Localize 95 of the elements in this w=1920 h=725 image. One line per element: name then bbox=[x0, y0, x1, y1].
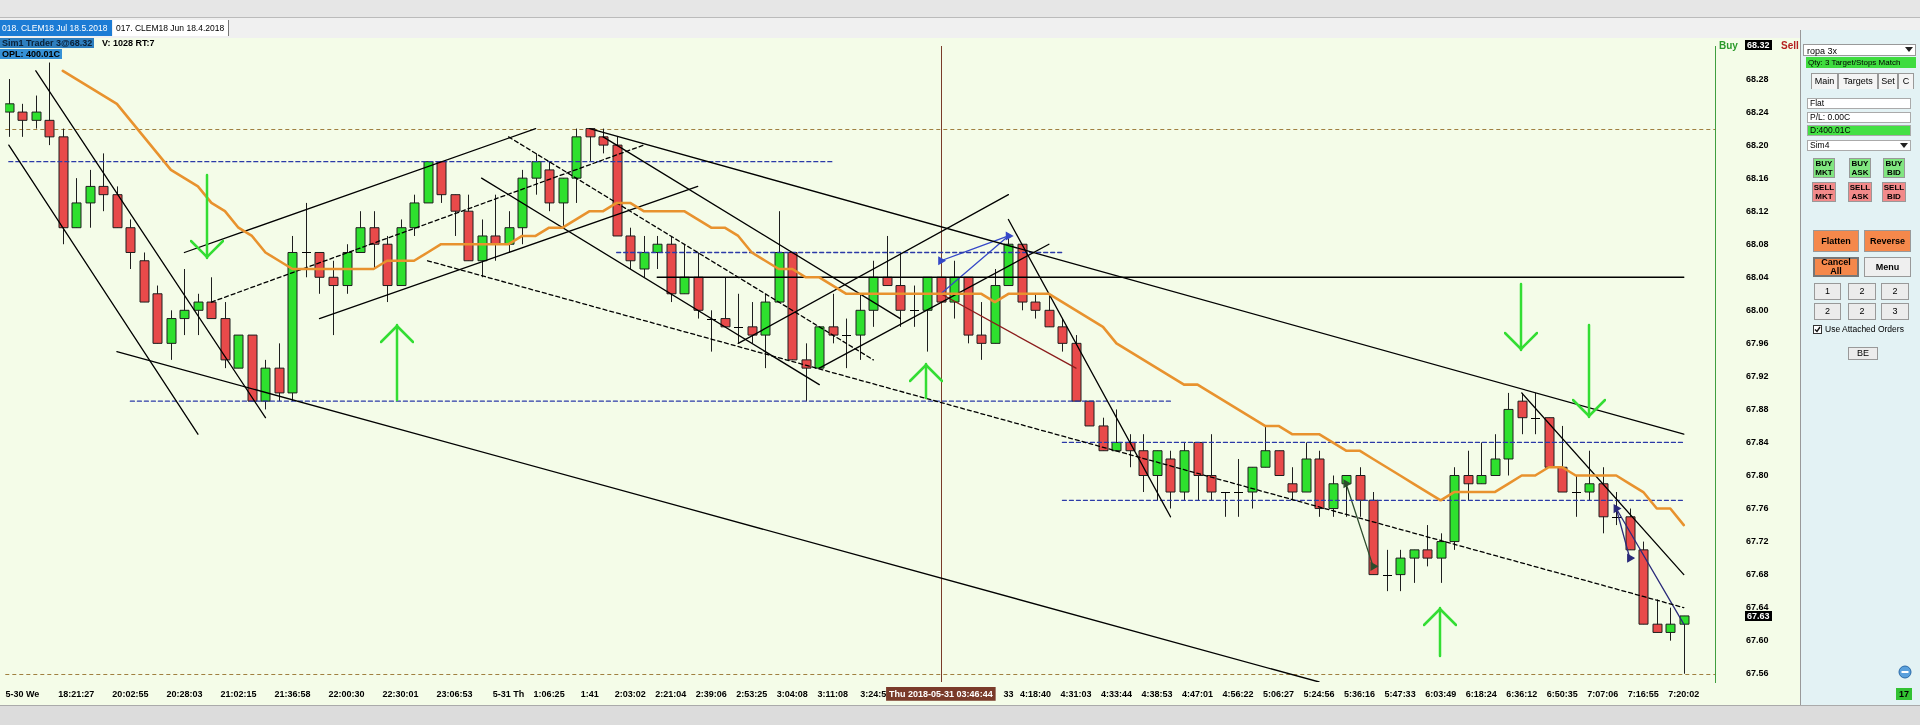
text: 2 bbox=[1848, 303, 1876, 320]
x-tick-label: 7:07:06 bbox=[1587, 688, 1619, 699]
text: Menu bbox=[1864, 257, 1911, 277]
y-tick-label: 68.04 bbox=[1746, 271, 1769, 282]
x-tick-label: 6:50:35 bbox=[1546, 688, 1578, 699]
y-tick-label: 67.60 bbox=[1746, 635, 1769, 646]
text: C bbox=[1898, 73, 1914, 89]
text: Set bbox=[1878, 73, 1898, 89]
x-tick-label: 2:03:02 bbox=[614, 688, 646, 699]
y-tick-label: 67.68 bbox=[1746, 569, 1769, 580]
y-tick-label: 67.80 bbox=[1746, 469, 1769, 480]
x-tick-label: 18:21:27 bbox=[58, 688, 95, 699]
x-tick-label: 6:03:49 bbox=[1425, 688, 1457, 699]
text: Buy bbox=[1719, 40, 1738, 51]
text: D:400.01C bbox=[1807, 125, 1911, 136]
y-tick-label: 68.24 bbox=[1746, 106, 1769, 117]
x-tick-label: 20:02:55 bbox=[112, 688, 149, 699]
text: BUY ASK bbox=[1849, 158, 1871, 178]
x-tick-label: 2:39:06 bbox=[695, 688, 727, 699]
x-tick-label: 33 bbox=[1003, 688, 1014, 699]
x-tick-label: 3:24:5 bbox=[860, 688, 887, 699]
text: ropa 3x bbox=[1803, 44, 1916, 56]
x-tick-label: 21:02:15 bbox=[220, 688, 257, 699]
y-tick-label: 68.08 bbox=[1746, 238, 1769, 249]
x-tick-label: 5:47:33 bbox=[1384, 688, 1416, 699]
text: SELL MKT bbox=[1812, 182, 1836, 202]
x-tick-label: 22:00:30 bbox=[328, 688, 365, 699]
x-tick-label: 22:30:01 bbox=[382, 688, 419, 699]
text: 2 bbox=[1814, 303, 1841, 320]
y-tick-label: 68.20 bbox=[1746, 139, 1769, 150]
text: SELL ASK bbox=[1848, 182, 1872, 202]
text: Qty: 3 Target/Stops Match bbox=[1806, 57, 1916, 68]
x-tick-label: 5:24:56 bbox=[1303, 688, 1335, 699]
y-tick-label: 67.72 bbox=[1746, 536, 1769, 547]
text: Use Attached Orders bbox=[1825, 324, 1904, 334]
x-tick-label: 21:36:58 bbox=[274, 688, 311, 699]
x-tick-label: Thu 2018-05-31 03:46:44 bbox=[889, 688, 993, 699]
x-tick-label: 6:18:24 bbox=[1465, 688, 1497, 699]
x-tick-label: 4:47:01 bbox=[1182, 688, 1214, 699]
text: BUY MKT bbox=[1813, 158, 1835, 178]
text: 018. CLEM18 Jul 18.5.2018 bbox=[0, 20, 112, 36]
text: 3 bbox=[1881, 303, 1909, 320]
text: Main bbox=[1811, 73, 1838, 89]
y-tick-label: 68.12 bbox=[1746, 205, 1769, 216]
y-tick-label: 67.88 bbox=[1746, 403, 1769, 414]
y-tick-label: 68.00 bbox=[1746, 304, 1769, 315]
text: BUY BID bbox=[1883, 158, 1905, 178]
x-tick-label: 4:31:03 bbox=[1060, 688, 1092, 699]
x-tick-label: 4:38:53 bbox=[1141, 688, 1173, 699]
y-tick-label: 67.56 bbox=[1746, 668, 1769, 679]
x-tick-label: 4:56:22 bbox=[1222, 688, 1254, 699]
x-tick-label: 3:04:08 bbox=[776, 688, 808, 699]
annotation: V: 1028 RT:7 bbox=[101, 38, 156, 48]
text: 2 bbox=[1848, 283, 1876, 300]
text: Reverse bbox=[1864, 230, 1911, 252]
x-tick-label: 23:06:53 bbox=[436, 688, 473, 699]
x-tick-label: 5:36:16 bbox=[1344, 688, 1376, 699]
x-tick-label: 5-30 We bbox=[5, 688, 40, 699]
text: 68.32 bbox=[1745, 40, 1772, 50]
annotation: Sim1 Trader 3@68.32 bbox=[0, 38, 95, 48]
y-tick-label: 67.92 bbox=[1746, 370, 1769, 381]
x-tick-label: 2:53:25 bbox=[736, 688, 768, 699]
text: P/L: 0.00C bbox=[1807, 112, 1911, 123]
y-tick-label: 68.16 bbox=[1746, 172, 1769, 183]
annotation: OPL: 400.01C bbox=[0, 49, 63, 59]
text: 1 bbox=[1814, 283, 1841, 300]
x-tick-label: 2:21:04 bbox=[655, 688, 687, 699]
text: Targets bbox=[1838, 73, 1878, 89]
text: 67.63 bbox=[1745, 611, 1772, 621]
text: Cancel All bbox=[1813, 257, 1859, 277]
x-tick-label: 4:18:40 bbox=[1019, 688, 1051, 699]
x-tick-label: 1:41 bbox=[580, 688, 599, 699]
text: BE bbox=[1848, 347, 1878, 360]
x-tick-label: 5-31 Th bbox=[492, 688, 525, 699]
y-tick-label: 67.84 bbox=[1746, 436, 1769, 447]
x-tick-label: 6:36:12 bbox=[1506, 688, 1538, 699]
text: Flatten bbox=[1813, 230, 1859, 252]
x-tick-label: 7:16:55 bbox=[1627, 688, 1659, 699]
text: 2 bbox=[1881, 283, 1909, 300]
text: 017. CLEM18 Jun 18.4.2018 bbox=[113, 20, 229, 36]
x-tick-label: 7:20:02 bbox=[1668, 688, 1700, 699]
x-tick-label: 20:28:03 bbox=[166, 688, 203, 699]
x-tick-label: 5:06:27 bbox=[1263, 688, 1295, 699]
x-tick-label: 3:11:08 bbox=[817, 688, 849, 699]
x-tick-label: 1:06:25 bbox=[533, 688, 565, 699]
text: Sim4 bbox=[1807, 140, 1911, 151]
text: Sell bbox=[1781, 40, 1799, 51]
y-tick-label: 67.96 bbox=[1746, 337, 1769, 348]
text: SELL BID bbox=[1882, 182, 1906, 202]
y-tick-label: 67.64 bbox=[1746, 602, 1769, 613]
x-tick-label: 4:33:44 bbox=[1100, 688, 1132, 699]
text: Flat bbox=[1807, 98, 1911, 109]
text: 17 bbox=[1896, 688, 1913, 700]
y-tick-label: 68.28 bbox=[1746, 73, 1769, 84]
y-tick-label: 67.76 bbox=[1746, 503, 1769, 514]
